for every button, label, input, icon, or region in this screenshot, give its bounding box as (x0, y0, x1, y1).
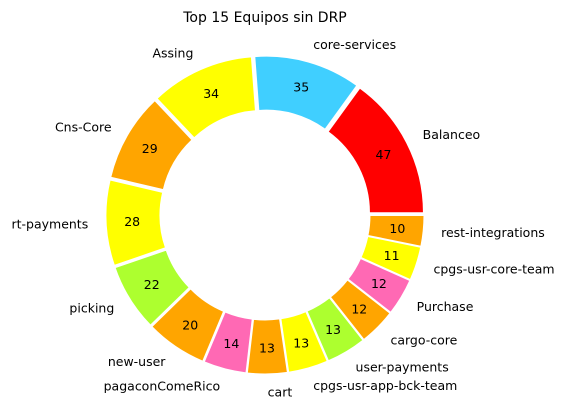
slice-cart (246, 318, 288, 375)
value-label-user-payments: 13 (325, 322, 341, 337)
category-label-rt-payments: rt-payments (11, 216, 88, 231)
category-label-core-services: core-services (313, 37, 396, 52)
category-label-cargo-core: cargo-core (390, 332, 457, 347)
value-label-rt-payments: 28 (124, 214, 140, 229)
value-label-core-services: 35 (293, 80, 309, 95)
value-labels: 47 35 34 29 28 22 20 14 13 13 13 12 12 11 10 (124, 80, 405, 356)
category-labels: Balanceo core-services Assing Cns-Core rt-pa… (11, 37, 554, 399)
category-label-new-user: new-user (108, 354, 166, 369)
category-label-balanceo: Balanceo (423, 127, 481, 142)
category-label-cns-core: Cns-Core (55, 119, 112, 134)
value-label-cpgs-usr-app-bck-team: 13 (293, 335, 309, 350)
slice-purchase (347, 257, 411, 313)
value-label-cargo-core: 12 (351, 301, 367, 316)
slice-cpgs-usr-core-team (360, 235, 422, 281)
category-label-rest-integrations: rest-integrations (441, 225, 545, 240)
value-label-pagaconcomerico: 14 (223, 336, 239, 351)
donut-slices (105, 55, 425, 375)
category-label-user-payments: user-payments (356, 360, 449, 375)
slice-pagaconcomerico (203, 311, 253, 374)
slice-balanceo (327, 87, 424, 214)
slice-new-user (151, 288, 225, 362)
value-label-cpgs-usr-core-team: 11 (384, 248, 400, 263)
slice-picking (114, 249, 190, 326)
slice-core-services (254, 55, 358, 130)
category-label-picking: picking (69, 300, 114, 315)
chart-title: Top 15 Equipos sin DRP (182, 10, 347, 26)
slice-user-payments (306, 297, 364, 362)
value-label-cart: 13 (259, 340, 275, 355)
category-label-purchase: Purchase (417, 299, 474, 314)
slice-rt-payments (105, 179, 167, 266)
category-label-pagaconcomerico: pagaconComeRico (104, 379, 221, 394)
category-label-cart: cart (268, 384, 293, 399)
value-label-picking: 22 (144, 277, 160, 292)
slice-assing (156, 56, 256, 139)
value-label-rest-integrations: 10 (389, 221, 405, 236)
value-label-assing: 34 (203, 86, 219, 101)
slice-cns-core (110, 99, 193, 191)
value-label-cns-core: 29 (142, 141, 158, 156)
category-label-assing: Assing (152, 46, 193, 61)
value-label-balanceo: 47 (376, 147, 392, 162)
value-label-purchase: 12 (371, 276, 387, 291)
category-label-cpgs-usr-core-team: cpgs-usr-core-team (434, 262, 555, 277)
value-label-new-user: 20 (182, 317, 198, 332)
category-label-cpgs-usr-app-bck-team: cpgs-usr-app-bck-team (313, 378, 457, 393)
slice-rest-integrations (367, 215, 425, 247)
slice-cargo-core (329, 279, 391, 341)
slice-cpgs-usr-app-bck-team (280, 311, 328, 373)
